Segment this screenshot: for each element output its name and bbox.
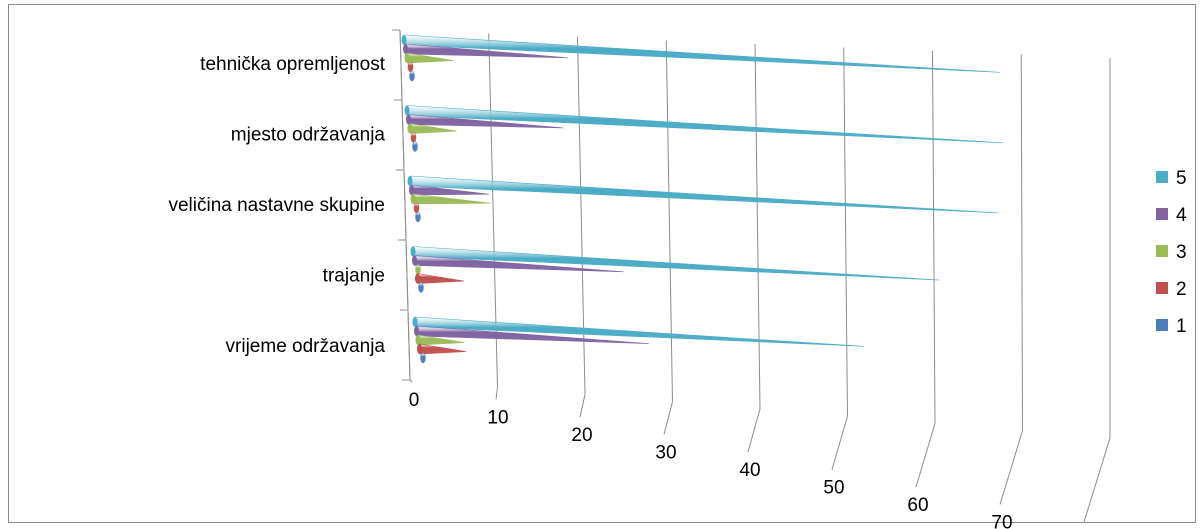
cone-mark xyxy=(412,193,491,205)
cone-base xyxy=(415,335,421,345)
grid-layer xyxy=(399,29,1111,523)
cone-mark xyxy=(420,352,426,364)
legend-label: 3 xyxy=(1176,242,1187,263)
cone-layer xyxy=(401,34,1003,364)
category-label: vrijeme održavanja xyxy=(226,336,386,357)
legend-swatch xyxy=(1156,208,1168,220)
cone-mark xyxy=(409,175,999,214)
x-tick-label: 40 xyxy=(739,460,760,481)
cone-mark xyxy=(407,61,414,73)
cone-base xyxy=(410,194,416,204)
cone-base xyxy=(417,344,422,354)
cone-base xyxy=(407,123,413,134)
x-tick-label: 10 xyxy=(487,408,508,429)
legend-label: 1 xyxy=(1176,316,1187,337)
cone-base xyxy=(403,44,408,54)
cone-mark xyxy=(418,282,424,293)
legend-label: 4 xyxy=(1176,205,1187,226)
floor-gridline xyxy=(915,423,936,488)
legend-label: 2 xyxy=(1176,279,1187,300)
gridline xyxy=(1020,54,1023,431)
x-tick-label: 70 xyxy=(991,513,1012,529)
floor-gridline xyxy=(831,416,848,470)
axis-layer: 01020304050607080 xyxy=(392,29,1013,529)
category-label: trajanje xyxy=(323,266,385,287)
x-tick-label: 50 xyxy=(823,478,844,499)
x-tick-label: 0 xyxy=(409,390,420,411)
cone-base xyxy=(401,35,407,45)
cone-base xyxy=(414,326,419,336)
cone-base xyxy=(412,317,418,327)
cone-base xyxy=(404,105,410,116)
category-label: mjesto održavanja xyxy=(231,125,386,146)
cone-base xyxy=(412,255,417,266)
legend-label: 5 xyxy=(1176,168,1187,189)
x-tick-label: 30 xyxy=(655,443,676,464)
cone-base xyxy=(415,273,420,284)
category-label: tehnička opremljenost xyxy=(200,54,386,75)
cone-mark xyxy=(413,202,420,214)
floor-gridline xyxy=(747,408,761,453)
cone-base xyxy=(404,53,410,63)
floor-gridline xyxy=(1083,437,1111,523)
legend-swatch xyxy=(1156,245,1168,257)
x-tick-label: 20 xyxy=(571,425,592,446)
cone-mark xyxy=(415,211,421,223)
cone-mark xyxy=(417,273,464,284)
gridline xyxy=(754,43,761,410)
cone-mark xyxy=(415,264,421,275)
floor-gridline xyxy=(579,394,586,418)
legend-swatch xyxy=(1156,319,1168,331)
x-tick-label: 60 xyxy=(907,495,928,516)
cone-mark xyxy=(409,70,415,82)
cone-base xyxy=(407,176,413,186)
gridline xyxy=(665,40,673,402)
gridline xyxy=(932,50,936,424)
cone-mark xyxy=(419,343,466,355)
cone-mark xyxy=(412,141,418,152)
legend-layer: 5 4 3 2 1 xyxy=(1156,168,1187,337)
category-label: veličina nastavne skupine xyxy=(168,195,385,216)
floor-gridline xyxy=(999,430,1023,505)
category-axis xyxy=(399,29,411,381)
gridline xyxy=(843,47,848,417)
cone-mark xyxy=(410,132,417,143)
label-layer: vrijeme održavanja trajanje veličina nasta… xyxy=(168,54,385,357)
legend-swatch xyxy=(1156,282,1168,294)
cone-base xyxy=(410,246,416,257)
cone-base xyxy=(409,185,414,195)
floor-gridline xyxy=(663,401,673,435)
legend-swatch xyxy=(1156,171,1168,183)
floor-gridline xyxy=(495,387,498,400)
gridline xyxy=(577,36,586,395)
cone-base xyxy=(406,114,411,125)
